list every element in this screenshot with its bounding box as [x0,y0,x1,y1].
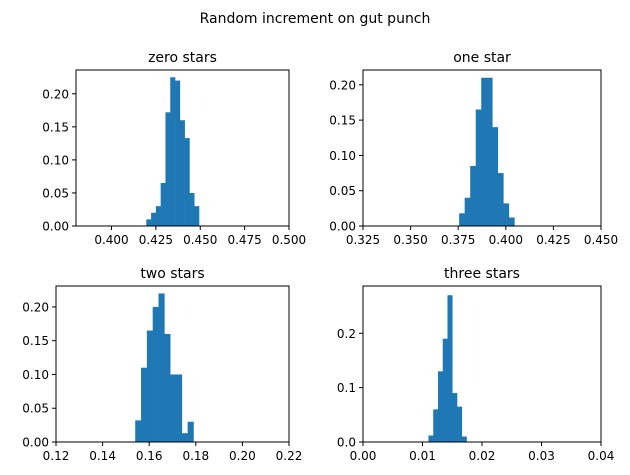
subplot-title: three stars [444,266,520,282]
x-tick-label: 0.03 [528,449,555,463]
histogram-bar [481,77,488,226]
subplot-1: 0.400 0.425 0.450 0.475 0.500 0.00 0.05 0.10 0.1… [42,50,306,247]
histogram-bar [475,109,482,226]
axes-frame [362,69,602,227]
x-tick-label: 0.01 [409,449,436,463]
x-tick-label: 0.475 [227,233,261,247]
histogram-bar [470,166,477,226]
x-tick-label: 0.20 [229,449,256,463]
histogram-bar [503,203,510,226]
histogram-bar [181,433,188,442]
histogram-bar [447,295,453,442]
histogram-bar [179,120,185,226]
x-tick-label: 0.375 [441,233,475,247]
y-tick-label: 0.10 [22,368,49,382]
histogram-bar [464,197,471,226]
histogram-bar [152,306,159,442]
x-tick-label: 0.18 [182,449,209,463]
x-tick-label: 0.350 [393,233,427,247]
y-tick-label: 0.05 [22,402,49,416]
y-tick-label: 0.20 [42,87,69,101]
histogram-bar [457,406,463,442]
histogram-bar [170,374,177,442]
subplot-2: 0.325 0.350 0.375 0.400 0.425 0.450 0.00 0.05 0.… [329,50,618,247]
x-tick-label: 0.400 [94,233,128,247]
histogram-bar [492,127,499,226]
histogram-bar [194,206,200,226]
y-tick-label: 0.00 [22,436,49,450]
axes-frame [55,285,290,443]
histogram-bar [141,367,148,442]
y-tick-label: 0.10 [329,149,356,163]
histogram-bar [158,293,165,442]
subplot-title: zero stars [148,50,217,66]
histogram-bar [459,213,465,226]
histogram-bar [146,219,152,226]
histogram-bar [146,330,153,442]
histogram-bar [160,183,166,226]
axes-frame [75,69,290,227]
x-tick-label: 0.22 [276,449,303,463]
subplot-3: 0.12 0.14 0.16 0.18 0.20 0.22 0.00 0.05 0.10 0.15… [22,266,302,463]
y-tick-label: 0.10 [42,153,69,167]
histogram-bar [135,420,142,442]
histogram-bar [461,436,467,442]
x-tick-label: 0.00 [350,449,377,463]
x-tick-label: 0.450 [584,233,618,247]
y-tick-label: 0.05 [329,184,356,198]
histogram-bar [452,393,458,442]
histogram-bar [165,112,171,226]
histogram-bar [187,421,194,442]
x-tick-label: 0.450 [183,233,217,247]
y-tick-label: 0.05 [42,186,69,200]
subplot-4: 0.00 0.01 0.02 0.03 0.04 0.0 0.1 0.2 three stars [337,266,614,463]
histogram-bar [155,206,161,226]
histogram-bar [151,212,157,226]
x-tick-label: 0.425 [536,233,570,247]
x-tick-label: 0.02 [469,449,496,463]
y-tick-label: 0.1 [337,381,356,395]
x-tick-label: 0.16 [136,449,163,463]
subplot-title: one star [453,50,511,66]
histogram-bar [437,371,444,442]
y-tick-label: 0.0 [337,436,356,450]
y-tick-label: 0.15 [329,114,356,128]
x-tick-label: 0.14 [89,449,116,463]
y-tick-label: 0.00 [42,220,69,234]
subplot-title: two stars [140,266,204,282]
x-tick-label: 0.400 [489,233,523,247]
histogram-bar [170,77,176,227]
x-tick-label: 0.04 [588,449,615,463]
histogram-bar [428,435,434,442]
histogram-bar [164,333,171,442]
x-tick-label: 0.12 [43,449,70,463]
y-tick-label: 0.20 [329,78,356,92]
histogram-bar [176,374,183,442]
x-tick-label: 0.325 [346,233,380,247]
y-tick-label: 0.15 [22,334,49,348]
histogram-bar [175,80,181,226]
histogram-bar [486,77,493,226]
histogram-bar [433,409,439,442]
y-tick-label: 0.20 [22,300,49,314]
figure-title: Random increment on gut punch [200,11,431,27]
histogram-bar [508,217,515,226]
histogram-bar [497,173,504,226]
histogram-bar [184,138,190,226]
histogram-bar [442,338,448,442]
histogram-bar [189,192,195,226]
x-tick-label: 0.500 [272,233,306,247]
y-tick-label: 0.2 [337,327,356,341]
x-tick-label: 0.425 [139,233,173,247]
y-tick-label: 0.15 [42,120,69,134]
y-tick-label: 0.00 [329,220,356,234]
